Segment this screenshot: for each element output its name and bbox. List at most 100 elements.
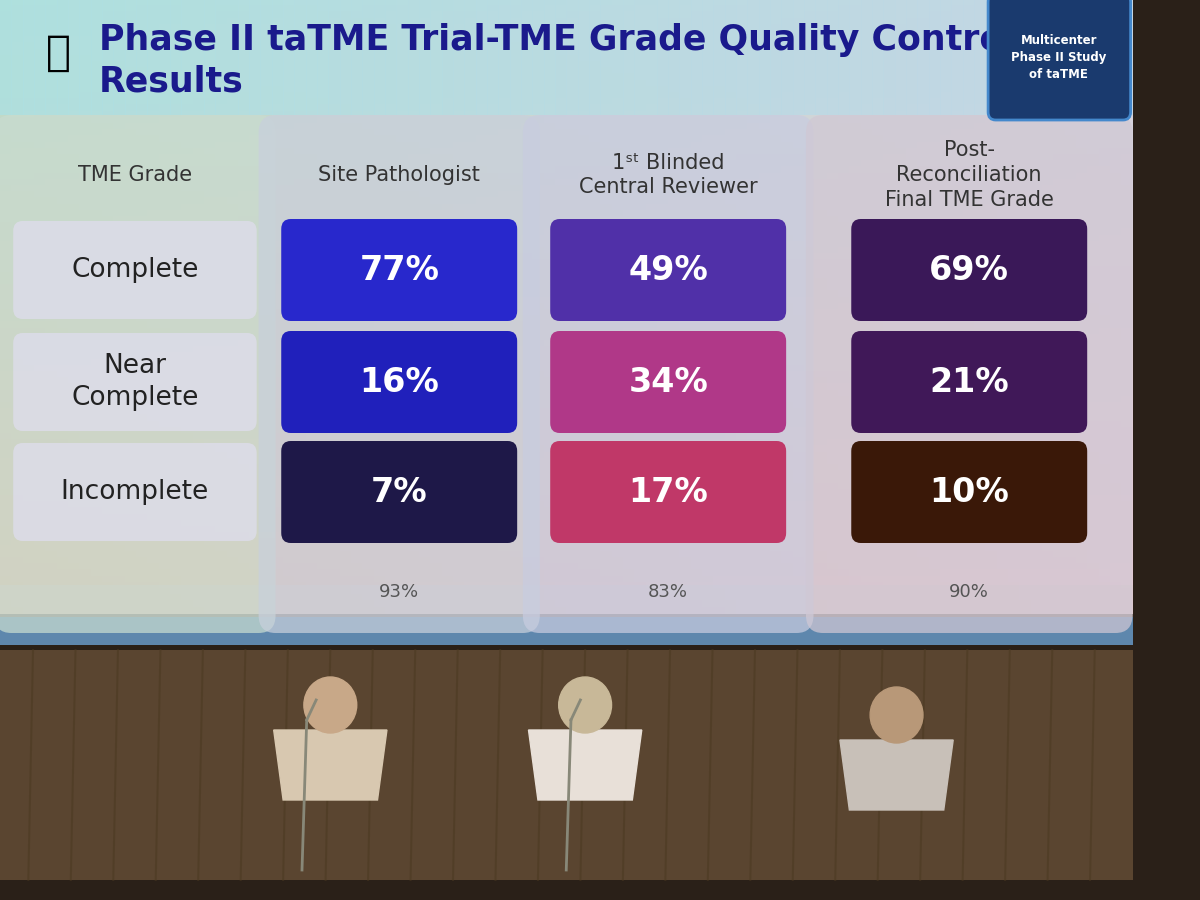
Bar bbox=[329, 495, 341, 502]
Bar bbox=[736, 501, 749, 508]
Bar bbox=[895, 520, 907, 527]
Bar bbox=[385, 600, 397, 608]
Bar bbox=[691, 79, 703, 86]
Bar bbox=[748, 49, 760, 56]
Bar bbox=[962, 173, 974, 180]
Bar bbox=[1121, 203, 1134, 211]
Bar bbox=[431, 364, 443, 372]
Bar bbox=[656, 433, 670, 440]
Bar bbox=[317, 259, 329, 266]
Bar bbox=[793, 79, 805, 86]
Bar bbox=[1008, 5, 1020, 13]
Bar bbox=[352, 358, 364, 365]
Bar bbox=[1087, 346, 1099, 354]
Bar bbox=[702, 446, 714, 453]
Bar bbox=[917, 160, 930, 167]
Bar bbox=[1042, 358, 1054, 365]
Bar bbox=[589, 501, 601, 508]
Bar bbox=[883, 185, 895, 193]
Bar bbox=[34, 364, 47, 372]
Bar bbox=[23, 253, 35, 260]
Bar bbox=[1054, 458, 1066, 465]
Bar bbox=[158, 5, 170, 13]
Bar bbox=[554, 111, 568, 118]
Bar bbox=[577, 98, 590, 105]
Bar bbox=[940, 328, 953, 335]
Bar bbox=[838, 278, 851, 285]
Bar bbox=[917, 241, 930, 248]
Bar bbox=[1076, 321, 1088, 328]
Bar bbox=[917, 92, 930, 99]
FancyBboxPatch shape bbox=[0, 115, 276, 633]
Bar bbox=[940, 154, 953, 161]
Bar bbox=[192, 197, 205, 204]
Bar bbox=[917, 557, 930, 564]
Bar bbox=[1054, 464, 1066, 472]
Bar bbox=[577, 23, 590, 31]
Bar bbox=[533, 0, 545, 115]
Bar bbox=[125, 216, 137, 223]
Bar bbox=[917, 247, 930, 254]
Bar bbox=[1076, 464, 1088, 472]
Bar bbox=[170, 364, 182, 372]
Bar bbox=[362, 321, 374, 328]
Bar bbox=[238, 291, 250, 298]
Bar bbox=[340, 588, 352, 595]
Bar bbox=[11, 476, 24, 483]
Bar bbox=[204, 315, 216, 322]
Bar bbox=[577, 5, 590, 13]
Bar bbox=[181, 302, 193, 310]
Bar bbox=[1076, 390, 1088, 397]
Bar bbox=[748, 551, 760, 558]
Bar bbox=[895, 160, 907, 167]
Bar bbox=[1019, 74, 1032, 81]
Bar bbox=[294, 92, 307, 99]
Bar bbox=[113, 266, 126, 273]
Bar bbox=[362, 439, 374, 446]
Bar bbox=[895, 166, 907, 174]
Bar bbox=[770, 563, 782, 571]
Bar bbox=[68, 371, 80, 378]
Bar bbox=[464, 482, 476, 490]
Bar bbox=[0, 346, 12, 354]
Bar bbox=[589, 594, 601, 601]
Bar bbox=[227, 458, 239, 465]
Bar bbox=[997, 117, 1009, 124]
Bar bbox=[317, 383, 329, 391]
Bar bbox=[850, 154, 862, 161]
Bar bbox=[554, 464, 568, 472]
Bar bbox=[272, 49, 284, 56]
Bar bbox=[781, 191, 793, 198]
Bar bbox=[748, 458, 760, 465]
Bar bbox=[940, 92, 953, 99]
Bar bbox=[136, 358, 148, 365]
Bar bbox=[475, 104, 488, 112]
Bar bbox=[940, 12, 953, 19]
Bar bbox=[850, 576, 862, 583]
Bar bbox=[600, 173, 612, 180]
Bar bbox=[170, 23, 182, 31]
Bar bbox=[816, 377, 828, 384]
Bar bbox=[793, 607, 805, 614]
Bar bbox=[283, 12, 295, 19]
Bar bbox=[1031, 470, 1043, 477]
Bar bbox=[227, 600, 239, 608]
Bar bbox=[623, 371, 635, 378]
Bar bbox=[250, 203, 262, 211]
Bar bbox=[498, 551, 510, 558]
Bar bbox=[158, 302, 170, 310]
Bar bbox=[260, 0, 272, 6]
Bar bbox=[566, 266, 578, 273]
Bar bbox=[1087, 18, 1099, 25]
Bar bbox=[250, 414, 262, 421]
Bar bbox=[158, 508, 170, 515]
Bar bbox=[646, 130, 658, 137]
Bar bbox=[283, 123, 295, 130]
Bar bbox=[906, 23, 918, 31]
Bar bbox=[793, 302, 805, 310]
Bar bbox=[238, 532, 250, 539]
Bar bbox=[748, 42, 760, 50]
Bar bbox=[192, 452, 205, 459]
Bar bbox=[702, 123, 714, 130]
Bar bbox=[589, 92, 601, 99]
